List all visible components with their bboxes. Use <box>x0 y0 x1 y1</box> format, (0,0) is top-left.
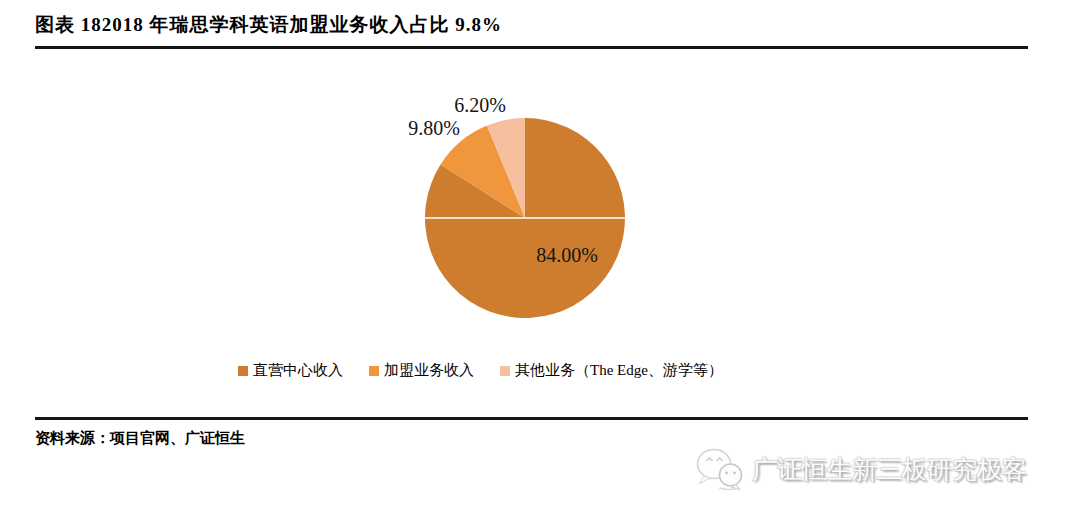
legend-item-franchise: 加盟业务收入 <box>369 361 474 380</box>
legend-item-other: 其他业务（The Edge、游学等） <box>500 361 723 380</box>
legend-swatch-franchise <box>369 366 379 376</box>
legend-item-direct: 直营中心收入 <box>238 361 343 380</box>
pie-label-other: 6.20% <box>454 94 506 117</box>
legend-swatch-other <box>500 366 510 376</box>
title-underline <box>35 46 1028 49</box>
pie-label-direct: 84.00% <box>536 244 598 267</box>
wechat-icon <box>695 447 745 491</box>
source-divider <box>35 417 1028 420</box>
legend-swatch-direct <box>238 366 248 376</box>
pie-chart <box>425 118 625 318</box>
pie-label-franchise: 9.80% <box>408 117 460 140</box>
chart-legend: 直营中心收入 加盟业务收入 其他业务（The Edge、游学等） <box>238 361 723 380</box>
pie-svg <box>425 118 625 318</box>
legend-label-direct: 直营中心收入 <box>253 361 343 380</box>
legend-label-other: 其他业务（The Edge、游学等） <box>515 361 723 380</box>
watermark-text: 广证恒生新三板研究极客 <box>752 453 1027 486</box>
legend-label-franchise: 加盟业务收入 <box>384 361 474 380</box>
figure-title: 图表 182018 年瑞思学科英语加盟业务收入占比 9.8% <box>35 12 502 38</box>
source-note: 资料来源：项目官网、广证恒生 <box>35 429 245 448</box>
watermark: 广证恒生新三板研究极客 <box>695 447 1027 491</box>
